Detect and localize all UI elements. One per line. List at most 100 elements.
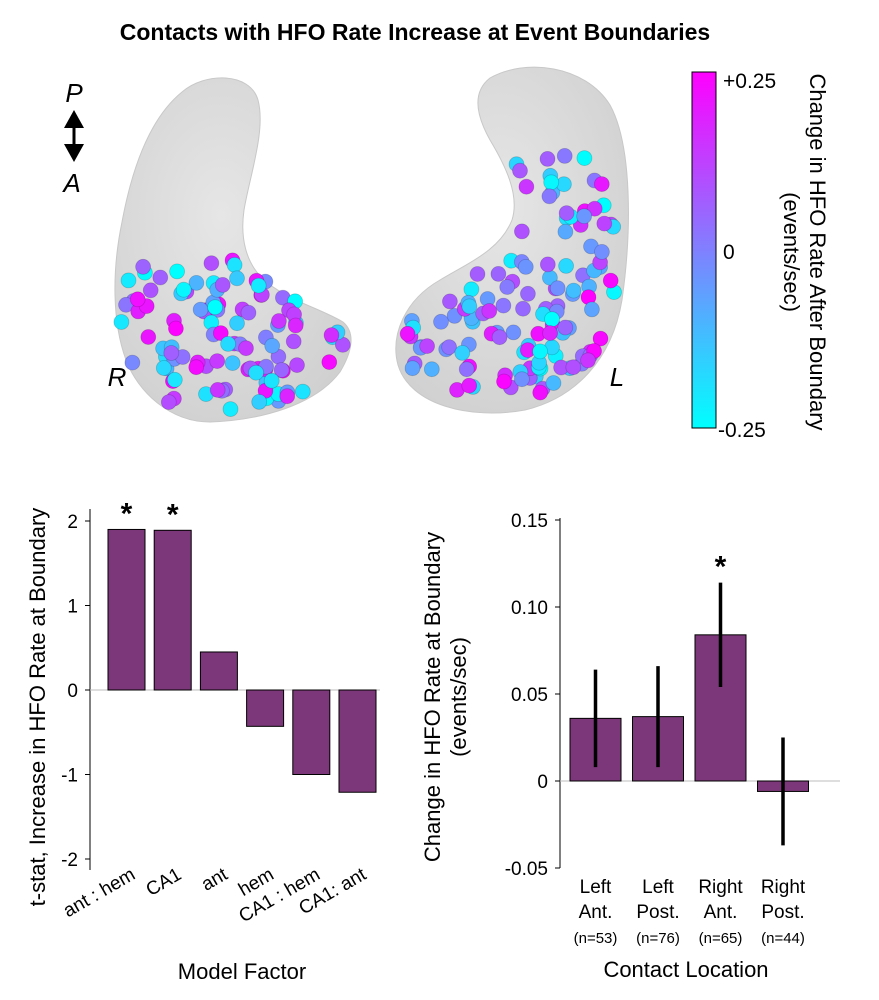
- electrode-contact: [120, 272, 137, 289]
- electrode-contact: [238, 340, 254, 357]
- chart2-significance-markers: *: [715, 551, 727, 584]
- chart1-x-tick-label: CA1: [143, 864, 186, 901]
- electrode-contact: [596, 215, 613, 232]
- electrode-contact: [469, 266, 486, 282]
- figure-title: Contacts with HFO Rate Increase at Event…: [120, 19, 710, 45]
- electrode-contact: [584, 301, 600, 318]
- electrode-contact: [214, 276, 231, 293]
- electrode-contact: [203, 255, 220, 272]
- electrode-contact: [545, 375, 562, 391]
- electrode-contact: [491, 329, 508, 346]
- electrode-contact: [539, 150, 556, 167]
- electrode-contact: [517, 258, 534, 275]
- chart2-y-tick-label: -0.05: [505, 859, 548, 880]
- electrode-contact: [209, 353, 226, 370]
- electrode-contact: [541, 188, 558, 205]
- chart2-bars: [569, 634, 809, 792]
- electrode-contact: [294, 383, 311, 400]
- electrode-contact: [557, 223, 574, 240]
- chart2-x-tick-label-line1: Left: [642, 877, 674, 898]
- electrode-contact: [490, 265, 507, 282]
- chart1-y-tick-label: -2: [61, 850, 78, 871]
- chart1-x-axis-label: Model Factor: [178, 959, 306, 984]
- electrode-contacts: [113, 147, 622, 418]
- electrode-contact: [192, 301, 209, 318]
- electrode-contact: [163, 345, 180, 361]
- electrode-contact: [512, 162, 528, 179]
- orientation-posterior-label: P: [65, 78, 83, 108]
- electrode-contact: [463, 281, 480, 298]
- electrode-contact: [287, 317, 304, 334]
- chart1-y-ticks: -2 -1 0 1 2: [61, 512, 90, 871]
- chart2-y-tick-label: 0.05: [511, 685, 548, 706]
- electrode-contact: [495, 297, 512, 314]
- electrode-contact: [285, 333, 302, 350]
- electrode-contact: [404, 360, 421, 377]
- electrode-contact: [514, 223, 530, 240]
- colorbar-gradient: [691, 71, 717, 429]
- chart1-y-axis-label: t-stat, Increase in HFO Rate at Boundary: [25, 508, 50, 907]
- electrode-contact: [263, 372, 280, 389]
- electrode-contact: [135, 258, 152, 275]
- chart2-x-tick-label-count: (n=76): [636, 930, 680, 947]
- electrode-contact: [454, 344, 471, 361]
- electrode-contact: [499, 279, 516, 295]
- chart1-bar: [246, 689, 285, 727]
- chart1-y-tick-label: -1: [61, 766, 78, 787]
- electrode-contact: [240, 304, 257, 321]
- electrode-contact: [279, 388, 296, 405]
- electrode-contact: [229, 270, 245, 287]
- electrode-contact: [423, 361, 440, 378]
- chart2-y-axis-label-line1: Change in HFO Rate at Boundary: [420, 532, 445, 862]
- chart1-bar: [199, 651, 238, 691]
- electrode-contact: [251, 393, 268, 410]
- electrode-contact: [520, 285, 536, 302]
- colorbar: +0.25 0 -0.25 Change in HFO Rate After B…: [691, 70, 830, 442]
- chart2-x-tick-label-line2: Ant.: [704, 902, 738, 923]
- electrode-contact: [321, 354, 338, 371]
- electrode-contact: [549, 280, 566, 297]
- chart1-bars: [107, 528, 377, 793]
- chart1-x-tick-label: ant: [198, 864, 232, 896]
- chart2-x-tick-label-line1: Right: [761, 877, 806, 898]
- electrode-contact: [220, 335, 237, 352]
- electrode-contact: [481, 303, 498, 319]
- electrode-contact: [586, 200, 603, 217]
- electrode-contact: [212, 325, 229, 342]
- electrode-contact: [113, 314, 130, 330]
- chart1-significance-star: *: [167, 498, 179, 531]
- electrode-contact: [167, 320, 184, 337]
- electrode-contact: [207, 299, 224, 316]
- electrode-contact: [229, 315, 245, 332]
- chart2-x-tick-label-count: (n=44): [761, 930, 805, 947]
- chart1-bar: [153, 529, 192, 691]
- electrode-contact: [514, 371, 530, 388]
- chart1-bar: [107, 528, 146, 691]
- electrode-contact: [532, 343, 548, 360]
- left-hemisphere-label: L: [610, 362, 624, 392]
- electrode-contact: [226, 256, 243, 273]
- electrode-contact: [592, 330, 609, 347]
- chart2-y-tick-label: 0: [537, 772, 548, 793]
- electrode-contact: [124, 354, 141, 371]
- chart1-bar: [338, 689, 377, 793]
- chart1-significance-markers: * *: [121, 497, 179, 531]
- chart2-x-tick-label-line2: Ant.: [579, 902, 613, 923]
- electrode-contact: [539, 256, 556, 273]
- electrode-contact: [250, 277, 267, 294]
- electrode-contact: [222, 401, 239, 418]
- chart1-y-tick-label: 1: [67, 597, 78, 618]
- colorbar-title-line2: (events/sec): [779, 192, 804, 312]
- chart1-y-tick-label: 2: [67, 512, 78, 533]
- colorbar-max-label: +0.25: [723, 70, 776, 93]
- electrode-contact: [594, 243, 610, 260]
- electrode-contact: [602, 272, 619, 289]
- chart2-x-axis-label: Contact Location: [603, 957, 768, 982]
- electrode-contact: [188, 359, 205, 376]
- chart2-y-tick-label: 0.10: [511, 598, 548, 619]
- electrode-contact: [323, 327, 340, 344]
- chart1-x-tick-label: ant : hem: [60, 864, 139, 922]
- electrode-contact: [155, 360, 172, 376]
- electrode-contact: [140, 329, 157, 345]
